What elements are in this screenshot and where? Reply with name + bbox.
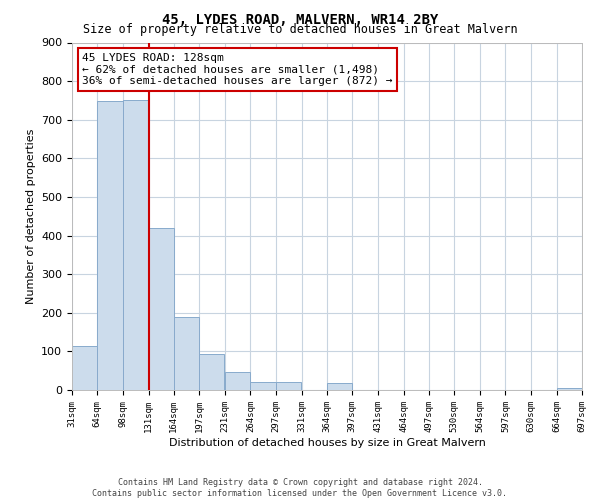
Text: 45, LYDES ROAD, MALVERN, WR14 2BY: 45, LYDES ROAD, MALVERN, WR14 2BY [162, 12, 438, 26]
Bar [199, 354, 224, 390]
Bar [149, 228, 174, 390]
Bar [327, 383, 352, 390]
Bar [225, 372, 250, 390]
Text: Contains HM Land Registry data © Crown copyright and database right 2024.
Contai: Contains HM Land Registry data © Crown c… [92, 478, 508, 498]
Bar [557, 388, 582, 390]
Bar [97, 101, 122, 390]
Bar [174, 316, 199, 390]
Bar [250, 382, 275, 390]
Y-axis label: Number of detached properties: Number of detached properties [26, 128, 35, 304]
Bar [72, 346, 97, 390]
X-axis label: Distribution of detached houses by size in Great Malvern: Distribution of detached houses by size … [169, 438, 485, 448]
Bar [124, 100, 149, 390]
Bar [275, 382, 301, 390]
Text: Size of property relative to detached houses in Great Malvern: Size of property relative to detached ho… [83, 22, 517, 36]
Text: 45 LYDES ROAD: 128sqm
← 62% of detached houses are smaller (1,498)
36% of semi-d: 45 LYDES ROAD: 128sqm ← 62% of detached … [82, 53, 392, 86]
